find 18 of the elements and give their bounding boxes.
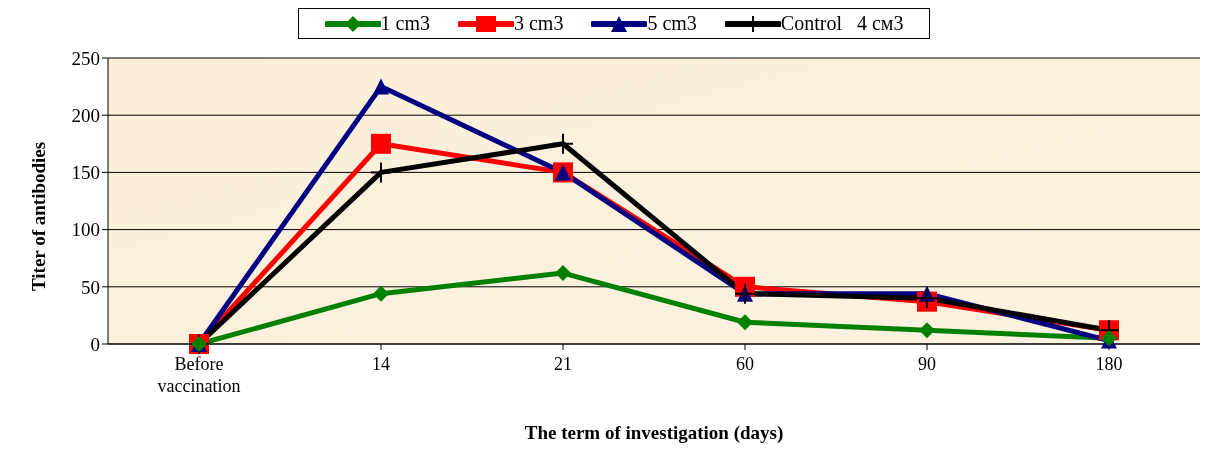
y-tick-label: 200 <box>71 104 100 126</box>
x-tick-label: 21 <box>554 354 572 374</box>
legend-label: 1 cm3 <box>379 12 430 35</box>
y-tick-label: 100 <box>71 219 100 241</box>
x-tick-label: 180 <box>1095 354 1123 374</box>
legend-label: 3 cm3 <box>512 12 564 35</box>
y-tick-label: 250 <box>71 47 100 69</box>
legend-label: 5 cm3 <box>646 12 697 35</box>
legend-label: Control 4 см3 <box>779 12 904 35</box>
x-axis-title: The term of investigation (days) <box>524 422 784 445</box>
y-axis-title: Titer of antibodies <box>27 141 49 291</box>
x-tick-label: 90 <box>918 354 936 374</box>
x-tick-label: 60 <box>736 354 754 374</box>
y-tick-label: 150 <box>71 162 100 184</box>
y-tick-label: 50 <box>81 276 100 298</box>
x-tick-label: Before vaccination <box>157 354 241 396</box>
y-tick-label: 0 <box>90 333 100 355</box>
x-tick-label: 14 <box>372 354 390 374</box>
